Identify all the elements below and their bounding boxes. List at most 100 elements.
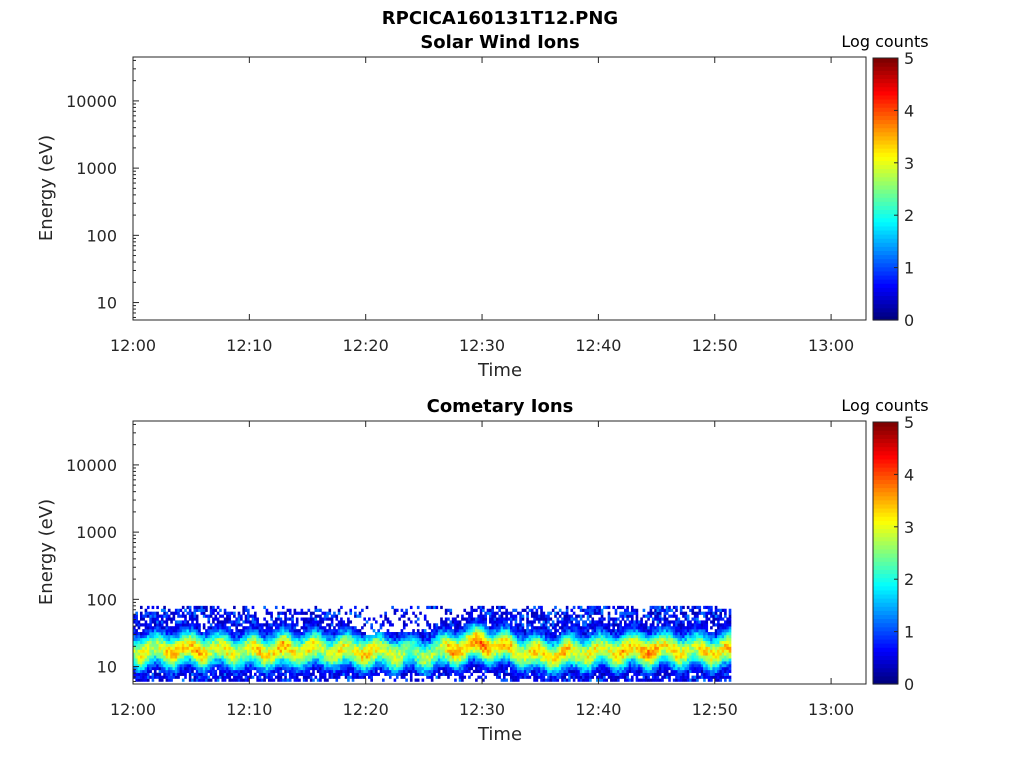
spectrogram-cell: [167, 637, 171, 642]
spectrogram-cell: [340, 632, 343, 636]
spectrogram-cell: [193, 661, 197, 665]
spectrogram-cell: [563, 617, 567, 621]
spectrogram-cell: [133, 614, 136, 618]
spectrogram-cell: [614, 646, 618, 650]
spectrogram-cell: [551, 649, 555, 653]
spectrogram-cell: [242, 669, 245, 674]
spectrogram-cell: [230, 623, 234, 627]
spectrogram-cell: [477, 649, 481, 653]
spectrogram-cell: [565, 623, 569, 627]
spectrogram-cell: [456, 629, 460, 633]
spectrogram-cell: [419, 672, 422, 676]
spectrogram-cell: [626, 658, 629, 662]
spectrogram-cell: [377, 661, 380, 665]
spectrogram-cell: [305, 675, 308, 679]
spectrogram-cell: [570, 675, 574, 679]
spectrogram-cell: [260, 643, 264, 647]
spectrogram-cell: [654, 646, 657, 650]
spectrogram-cell: [461, 669, 464, 674]
spectrogram-cell: [535, 655, 539, 659]
spectrogram-cell: [423, 640, 427, 644]
spectrogram-cell: [496, 643, 499, 647]
spectrogram-cell: [335, 623, 339, 627]
colorbar-swatch: [873, 168, 898, 174]
spectrogram-cell: [433, 652, 436, 656]
spectrogram-cell: [482, 646, 485, 650]
spectrogram-cell: [549, 629, 553, 633]
spectrogram-cell: [256, 646, 259, 650]
spectrogram-cell: [442, 669, 446, 674]
spectrogram-cell: [468, 629, 471, 633]
spectrogram-cell: [388, 664, 392, 668]
spectrogram-cell: [251, 661, 255, 665]
spectrogram-cell: [558, 669, 562, 674]
spectrogram-cell: [582, 626, 585, 630]
spectrogram-cell: [193, 672, 197, 676]
spectrogram-cell: [293, 608, 297, 612]
spectrogram-cell: [600, 626, 604, 630]
spectrogram-cell: [156, 623, 159, 627]
spectrogram-cell: [623, 614, 627, 618]
spectrogram-cell: [577, 643, 581, 647]
spectrogram-cell: [139, 605, 143, 610]
spectrogram-cell: [565, 646, 569, 650]
spectrogram-cell: [486, 664, 490, 668]
spectrogram-cell: [582, 672, 585, 676]
spectrogram-cell: [370, 637, 373, 642]
spectrogram-cell: [267, 634, 271, 639]
spectrogram-cell: [482, 605, 485, 610]
spectrogram-cell: [644, 626, 648, 630]
spectrogram-cell: [249, 649, 252, 653]
spectrogram-cell: [426, 643, 429, 647]
spectrogram-cell: [279, 672, 283, 676]
spectrogram-cell: [523, 658, 527, 662]
spectrogram-cell: [558, 658, 562, 662]
colorbar-frame: [872, 57, 899, 321]
spectrogram-cell: [556, 678, 560, 682]
spectrogram-cell: [579, 634, 583, 639]
spectrogram-cell: [635, 637, 639, 642]
spectrogram-cell: [361, 634, 364, 639]
spectrogram-cell: [635, 626, 639, 630]
spectrogram-cell: [586, 658, 590, 662]
spectrogram-cell: [479, 634, 483, 639]
spectrogram-cell: [228, 649, 232, 653]
spectrogram-cell: [342, 669, 346, 674]
spectrogram-cell: [496, 632, 499, 636]
spectrogram-cell: [454, 643, 457, 647]
spectrogram-cell: [247, 669, 250, 674]
spectrogram-cell: [509, 614, 513, 618]
spectrogram-cell: [228, 672, 232, 676]
spectrogram-cell: [489, 614, 492, 618]
spectrogram-cell: [265, 655, 269, 659]
spectrogram-cell: [337, 629, 341, 633]
spectrogram-cell: [570, 626, 574, 630]
spectrogram-cell: [651, 629, 655, 633]
spectrogram-cell: [463, 632, 467, 636]
spectrogram-cell: [305, 678, 308, 682]
spectrogram-cell: [153, 655, 157, 659]
spectrogram-cell: [442, 661, 446, 665]
spectrogram-cell: [561, 669, 564, 674]
spectrogram-cell: [384, 672, 387, 676]
spectrogram-cell: [484, 643, 488, 647]
spectrogram-cell: [270, 640, 273, 644]
spectrogram-cell: [407, 640, 411, 644]
spectrogram-cell: [633, 634, 636, 639]
spectrogram-cell: [442, 664, 446, 668]
spectrogram-cell: [630, 678, 634, 682]
spectrogram-cell: [326, 669, 329, 674]
spectrogram-cell: [207, 646, 211, 650]
spectrogram-cell: [351, 661, 355, 665]
spectrogram-cell: [521, 646, 525, 650]
spectrogram-cell: [593, 664, 597, 668]
plot-area: [133, 57, 866, 320]
spectrogram-cell: [537, 655, 541, 659]
x-tick-label: 12:40: [575, 336, 621, 355]
spectrogram-cell: [177, 666, 180, 671]
spectrogram-cell: [447, 675, 450, 679]
spectrogram-cell: [142, 649, 145, 653]
spectrogram-cell: [177, 672, 180, 676]
spectrogram-cell: [635, 675, 639, 679]
spectrogram-cell: [637, 658, 641, 662]
